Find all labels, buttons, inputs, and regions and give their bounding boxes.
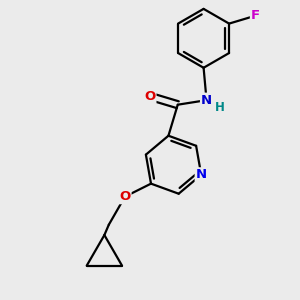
Text: F: F: [251, 9, 260, 22]
Text: N: N: [201, 94, 212, 107]
Text: O: O: [119, 190, 130, 203]
Text: H: H: [215, 101, 225, 114]
Text: O: O: [144, 90, 155, 103]
Text: N: N: [196, 168, 207, 181]
